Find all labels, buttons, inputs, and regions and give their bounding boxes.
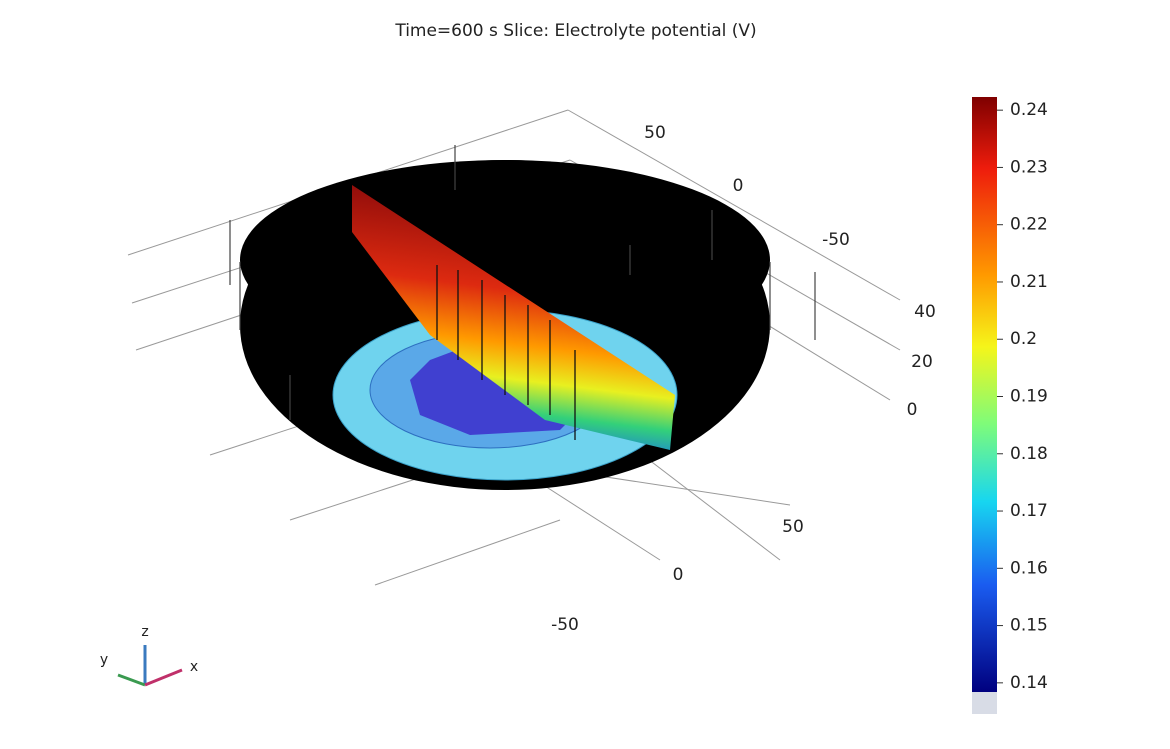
plot-title: Time=600 s Slice: Electrolyte potential … <box>394 21 756 41</box>
colorbar-tick-label: 0.23 <box>1010 157 1048 177</box>
colorbar-tick-label: 0.24 <box>1010 100 1048 120</box>
colorbar-tick-label: 0.16 <box>1010 558 1048 578</box>
colorbar-tick-label: 0.21 <box>1010 272 1048 292</box>
axis-name: z <box>141 624 148 640</box>
colorbar <box>972 97 997 692</box>
axis-tick-label: 40 <box>914 302 936 322</box>
axis-tick-label: 50 <box>644 123 666 143</box>
colorbar-tick-label: 0.15 <box>1010 616 1048 636</box>
colorbar-tick-label: 0.17 <box>1010 501 1048 521</box>
axis-tick-label: 50 <box>782 517 804 537</box>
axis-tick-label: 0 <box>907 400 918 420</box>
axis-tick-label: 20 <box>911 352 933 372</box>
colorbar-tick-label: 0.18 <box>1010 444 1048 464</box>
axis-tick-label: -50 <box>822 230 850 250</box>
colorbar-footer <box>972 692 997 714</box>
axis-tick-label: 0 <box>733 176 744 196</box>
colorbar-tick-label: 0.14 <box>1010 673 1048 693</box>
triad <box>117 645 183 687</box>
axis-tick-label: -50 <box>551 615 579 635</box>
colorbar-tick-label: 0.2 <box>1010 329 1037 349</box>
current-arrows <box>436 265 576 440</box>
colorbar-tick-label: 0.22 <box>1010 215 1048 235</box>
colorbar-tick-label: 0.19 <box>1010 387 1048 407</box>
axis-name: y <box>100 652 108 668</box>
potential-slice <box>352 185 675 450</box>
axis-name: x <box>190 659 198 675</box>
axis-tick-label: 0 <box>673 565 684 585</box>
